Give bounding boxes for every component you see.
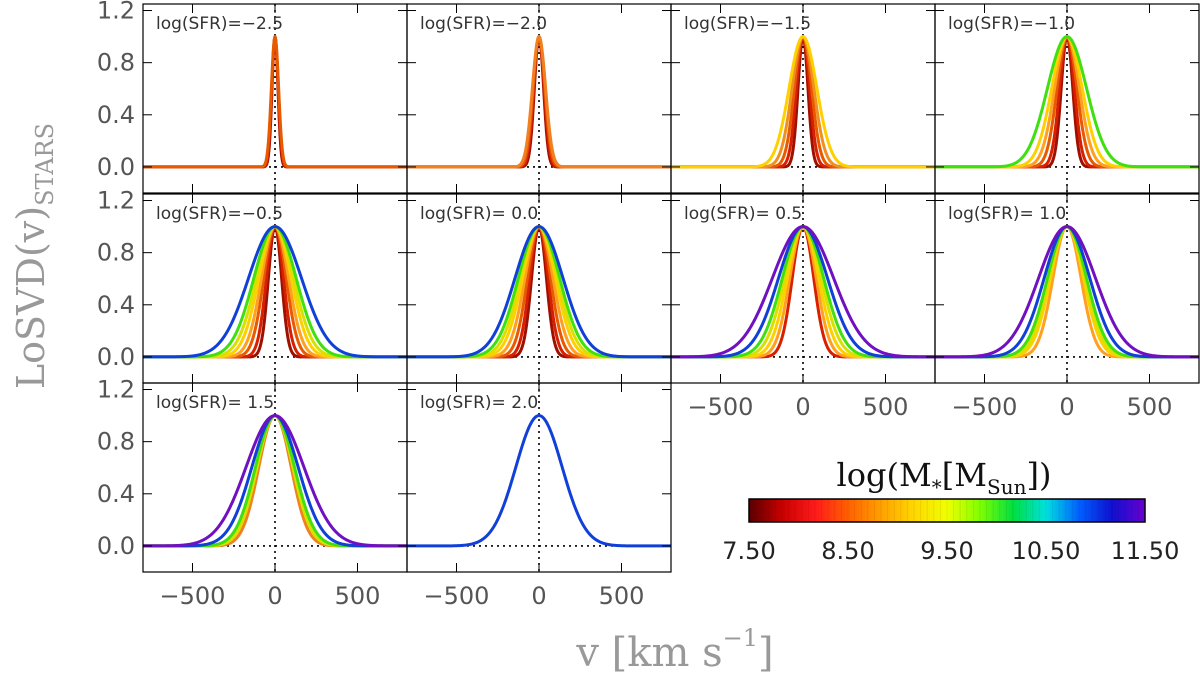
panel-sfr-label: log(SFR)=−1.5 [684,14,811,34]
colorbar: log(M*[MSun]) 7.50 8.50 9.50 10.50 11.50 [722,456,1179,565]
losvd-curve [143,35,407,169]
y-tick-label: 0.8 [97,428,135,456]
losvd-curve [935,35,1199,169]
panel: −500 0 500 log(SFR)= 2.0 [406,382,672,610]
panel: log(SFR)=−1.0 [934,3,1200,194]
x-tick-label: −500 [688,393,754,421]
losvd-curve [143,414,407,548]
panel-sfr-label: log(SFR)= 1.0 [948,204,1066,224]
colorbar-tick-label: 9.50 [920,537,973,565]
series-group [143,414,407,548]
x-axis-title-superscript: −1 [723,624,758,652]
x-tick-label: 0 [795,393,810,421]
panel-grid: 0.0 0.4 0.8 1.2 log(SFR)=−2.5 log(SFR)=−2.0 lo… [97,0,1200,610]
series-group [407,225,671,359]
panel-sfr-label: log(SFR)=−1.0 [948,14,1075,34]
panel: −500 0 500 log(SFR)= 1.0 [934,193,1200,421]
losvd-curve [671,225,935,359]
x-tick-label: 0 [531,582,546,610]
series-group [671,225,935,359]
series-group [935,225,1199,359]
y-tick-label: 0.0 [97,153,135,181]
panel-sfr-label: log(SFR)=−2.5 [156,14,283,34]
series-group [935,35,1199,169]
losvd-curve [407,225,671,359]
y-axis-title-main: LoSVD(v) [9,206,53,389]
axis-labels: LoSVD(v)STARS v [km s−1] [9,123,774,676]
panel-sfr-label: log(SFR)= 2.0 [420,393,538,413]
colorbar-title-prefix: log(M [837,456,932,494]
colorbar-title-mid: [M [942,456,987,494]
x-tick-label: 0 [267,582,282,610]
x-tick-label: 500 [1127,393,1173,421]
series-group [407,414,671,548]
panel: 0.0 0.4 0.8 1.2 log(SFR)=−0.5 [97,187,408,384]
y-tick-label: 0.0 [97,532,135,560]
x-axis-title-main: v [km s [575,630,722,676]
panel: log(SFR)=−1.5 [670,3,936,194]
colorbar-title-sub: * [932,475,942,499]
panel-sfr-label: log(SFR)= 0.0 [420,204,538,224]
series-group [407,35,671,169]
panel-sfr-label: log(SFR)= 0.5 [684,204,802,224]
losvd-curve [143,225,407,359]
panel: −500 0 500 log(SFR)= 0.5 [670,193,936,421]
losvd-curve [935,225,1199,359]
x-tick-label: 0 [1059,393,1074,421]
x-tick-label: 500 [863,393,909,421]
x-tick-label: −500 [424,582,490,610]
panel: log(SFR)=−2.0 [406,3,672,194]
x-tick-label: −500 [952,393,1018,421]
y-tick-label: 1.2 [97,0,135,25]
panel: log(SFR)= 0.0 [406,193,672,384]
y-tick-label: 1.2 [97,187,135,215]
y-tick-label: 0.4 [97,101,135,129]
y-tick-label: 0.4 [97,480,135,508]
losvd-curve [407,414,671,548]
colorbar-title-end: ]) [1026,456,1051,494]
y-axis-title-subscript: STARS [31,123,59,206]
x-tick-label: 500 [599,582,645,610]
colorbar-tick-label: 10.50 [1012,537,1081,565]
panel: 0.0 0.4 0.8 1.2 −500 0 500 log(SFR)= 1.5 [97,376,408,610]
colorbar-title: log(M*[MSun]) [837,456,1052,499]
y-tick-label: 0.0 [97,343,135,371]
colorbar-gradient [748,498,1146,523]
y-axis-title: LoSVD(v)STARS [9,123,59,389]
x-axis-title: v [km s−1] [575,624,773,676]
panel-sfr-label: log(SFR)=−2.0 [420,14,547,34]
y-tick-label: 1.2 [97,376,135,404]
colorbar-tick-label: 8.50 [821,537,874,565]
colorbar-tick-label: 11.50 [1111,537,1180,565]
panel-sfr-label: log(SFR)= 1.5 [156,393,274,413]
y-tick-label: 0.4 [97,291,135,319]
colorbar-tick-label: 7.50 [722,537,775,565]
y-tick-label: 0.8 [97,49,135,77]
panel-sfr-label: log(SFR)=−0.5 [156,204,283,224]
losvd-curve [407,35,671,169]
colorbar-tick-labels: 7.50 8.50 9.50 10.50 11.50 [722,537,1179,565]
series-group [671,35,935,169]
x-tick-label: −500 [160,582,226,610]
x-tick-label: 500 [335,582,381,610]
series-group [143,225,407,359]
y-tick-label: 0.8 [97,239,135,267]
colorbar-title-sub2: Sun [987,475,1027,499]
losvd-curve [671,35,935,169]
panel: 0.0 0.4 0.8 1.2 log(SFR)=−2.5 [97,0,408,194]
series-group [143,35,407,169]
x-axis-title-end: ] [758,630,774,676]
